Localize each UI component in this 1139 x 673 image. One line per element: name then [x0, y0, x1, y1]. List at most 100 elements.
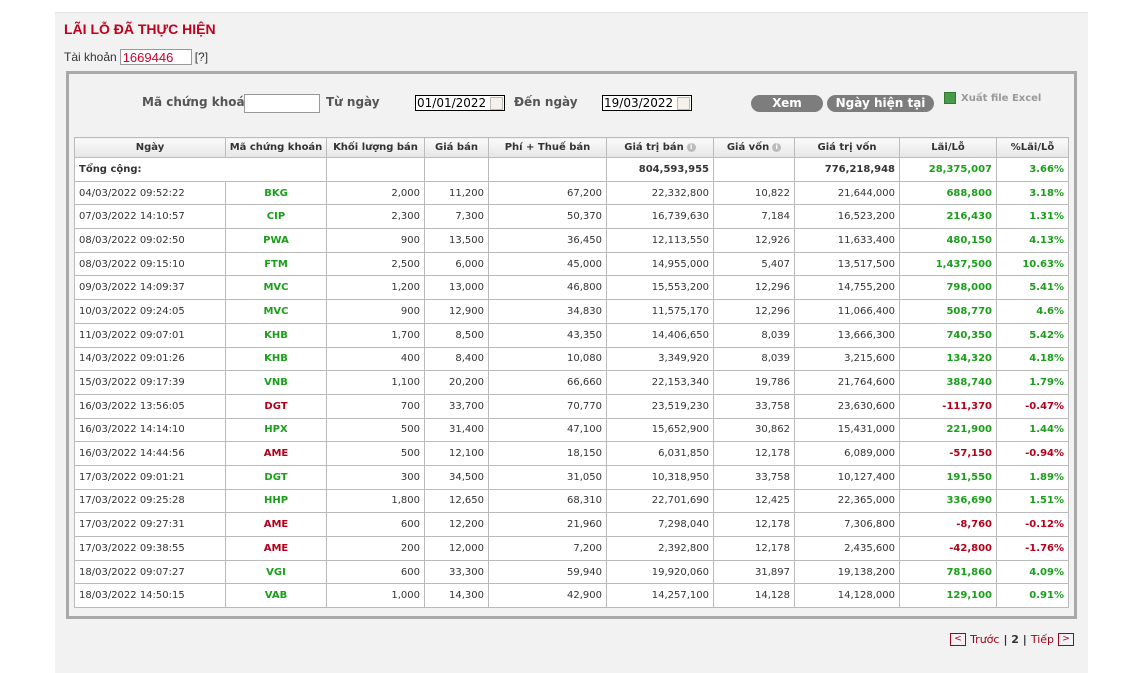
cell-cost-price: 33,758 — [713, 393, 795, 419]
cell-pnl: 134,320 — [899, 346, 997, 372]
cell-sell-price: 6,000 — [424, 251, 489, 277]
to-date-input[interactable]: 19/03/2022 — [602, 95, 692, 111]
column-header: Khối lượng bán — [326, 137, 425, 158]
table-row: 09/03/2022 14:09:37 MVC 1,200 13,000 46,800 1… — [74, 275, 1069, 301]
cell-sell-price: 8,400 — [424, 346, 489, 372]
cell-symbol[interactable]: PWA — [225, 228, 327, 253]
cell-pnl: -42,800 — [899, 536, 997, 561]
calendar-icon[interactable] — [677, 97, 690, 110]
report-box: Mã chứng khoán Từ ngày 01/01/2022 Đến ng… — [66, 71, 1077, 619]
cell-cost-value: 14,755,200 — [794, 275, 900, 301]
account-input[interactable] — [119, 49, 192, 65]
cell-cost-price: 12,296 — [713, 299, 795, 324]
cell-symbol[interactable]: AME — [225, 512, 327, 537]
cell-fee-tax: 7,200 — [488, 536, 607, 561]
column-header-label: Phí + Thuế bán — [504, 142, 591, 153]
cell-cost-price: 12,178 — [713, 536, 795, 561]
panel: LÃI LỖ ĐÃ THỰC HIỆN Tài khoản [?] Mã chứ… — [55, 12, 1088, 673]
total-row: Tổng cộng: 804,593,955 776,218,948 28,37… — [74, 157, 1069, 182]
next-page-button[interactable]: > — [1058, 633, 1074, 646]
export-excel-link[interactable]: Xuất file Excel — [944, 92, 1041, 104]
column-header-label: Khối lượng bán — [333, 142, 418, 153]
to-date-value: 19/03/2022 — [604, 96, 674, 110]
prev-page-button[interactable]: < — [950, 633, 967, 646]
cell-pnl: 336,690 — [899, 488, 997, 514]
cell-symbol[interactable]: VGI — [225, 559, 327, 585]
cell-cost-value: 7,306,800 — [794, 512, 900, 537]
cell-sell-price: 14,300 — [424, 583, 489, 609]
info-icon[interactable]: i — [772, 142, 782, 152]
prev-page-link[interactable]: Trước — [970, 633, 1000, 646]
cell-symbol[interactable]: DGT — [225, 393, 327, 419]
next-page-link[interactable]: Tiếp — [1030, 633, 1054, 646]
cell-date: 08/03/2022 09:02:50 — [74, 228, 226, 253]
from-date-label: Từ ngày — [326, 95, 380, 109]
table-row: 10/03/2022 09:24:05 MVC 900 12,900 34,830 11,… — [74, 299, 1069, 324]
from-date-input[interactable]: 01/01/2022 — [415, 95, 505, 111]
table-row: 18/03/2022 14:50:15 VAB 1,000 14,300 42,900 1… — [74, 583, 1069, 609]
table-row: 07/03/2022 14:10:57 CIP 2,300 7,300 50,370 16… — [74, 204, 1069, 230]
cell-cost-price: 8,039 — [713, 346, 795, 372]
table-row: 16/03/2022 14:14:10 HPX 500 31,400 47,100 15,… — [74, 417, 1069, 443]
today-button[interactable]: Ngày hiện tại — [827, 95, 934, 112]
cell-fee-tax: 68,310 — [488, 488, 607, 514]
account-label: Tài khoản — [64, 50, 117, 64]
cell-symbol[interactable]: MVC — [225, 275, 327, 301]
cell-symbol[interactable]: FTM — [225, 251, 327, 277]
cell-symbol[interactable]: AME — [225, 441, 327, 466]
info-icon[interactable]: i — [686, 142, 696, 152]
cell-fee-tax: 70,770 — [488, 393, 607, 419]
cell-quantity: 1,100 — [326, 370, 425, 395]
cell-pnl-pct: 10.63% — [996, 251, 1069, 277]
cell-symbol[interactable]: VAB — [225, 583, 327, 609]
cell-fee-tax: 67,200 — [488, 180, 607, 206]
cell-pnl-pct: 5.42% — [996, 322, 1069, 348]
cell-sell-price: 20,200 — [424, 370, 489, 395]
from-date-value: 01/01/2022 — [417, 96, 487, 110]
cell-symbol[interactable]: HHP — [225, 488, 327, 514]
cell-date: 16/03/2022 13:56:05 — [74, 393, 226, 419]
column-header-label: Giá bán — [435, 142, 478, 153]
cell-symbol[interactable]: CIP — [225, 204, 327, 230]
column-header: Ngày — [74, 137, 226, 158]
cell-fee-tax: 66,660 — [488, 370, 607, 395]
cell-pnl-pct: 0.91% — [996, 583, 1069, 609]
view-button[interactable]: Xem — [751, 95, 823, 112]
cell-fee-tax: 21,960 — [488, 512, 607, 537]
symbol-input[interactable] — [244, 94, 320, 113]
cell-sell-value: 15,652,900 — [606, 417, 714, 443]
table-row: 04/03/2022 09:52:22 BKG 2,000 11,200 67,200 2… — [74, 180, 1069, 206]
cell-symbol[interactable]: VNB — [225, 370, 327, 395]
column-header: Giá vốn i — [713, 137, 795, 158]
cell-sell-value: 2,392,800 — [606, 536, 714, 561]
cell-pnl-pct: 5.41% — [996, 275, 1069, 301]
cell-fee-tax: 18,150 — [488, 441, 607, 466]
cell-date: 15/03/2022 09:17:39 — [74, 370, 226, 395]
cell-symbol[interactable]: AME — [225, 536, 327, 561]
cell-date: 18/03/2022 14:50:15 — [74, 583, 226, 609]
table-row: 17/03/2022 09:25:28 HHP 1,800 12,650 68,310 2… — [74, 488, 1069, 514]
cell-cost-value: 11,066,400 — [794, 299, 900, 324]
cell-sell-value: 14,406,650 — [606, 322, 714, 348]
total-cost-value: 776,218,948 — [794, 157, 900, 182]
cell-quantity: 700 — [326, 393, 425, 419]
cell-sell-price: 13,500 — [424, 228, 489, 253]
cell-symbol[interactable]: MVC — [225, 299, 327, 324]
cell-sell-price: 12,000 — [424, 536, 489, 561]
cell-symbol[interactable]: BKG — [225, 180, 327, 206]
cell-cost-value: 11,633,400 — [794, 228, 900, 253]
cell-symbol[interactable]: KHB — [225, 346, 327, 372]
cell-pnl: 216,430 — [899, 204, 997, 230]
cell-cost-value: 13,666,300 — [794, 322, 900, 348]
cell-symbol[interactable]: DGT — [225, 464, 327, 490]
cell-symbol[interactable]: KHB — [225, 322, 327, 348]
total-pnl: 28,375,007 — [899, 157, 997, 182]
cell-symbol[interactable]: HPX — [225, 417, 327, 443]
help-link[interactable]: [?] — [194, 50, 209, 64]
cell-cost-price: 12,178 — [713, 512, 795, 537]
calendar-icon[interactable] — [490, 97, 503, 110]
table-row: 17/03/2022 09:01:21 DGT 300 34,500 31,050 10,… — [74, 464, 1069, 490]
cell-date: 17/03/2022 09:01:21 — [74, 464, 226, 490]
cell-pnl: 688,800 — [899, 180, 997, 206]
cell-date: 04/03/2022 09:52:22 — [74, 180, 226, 206]
